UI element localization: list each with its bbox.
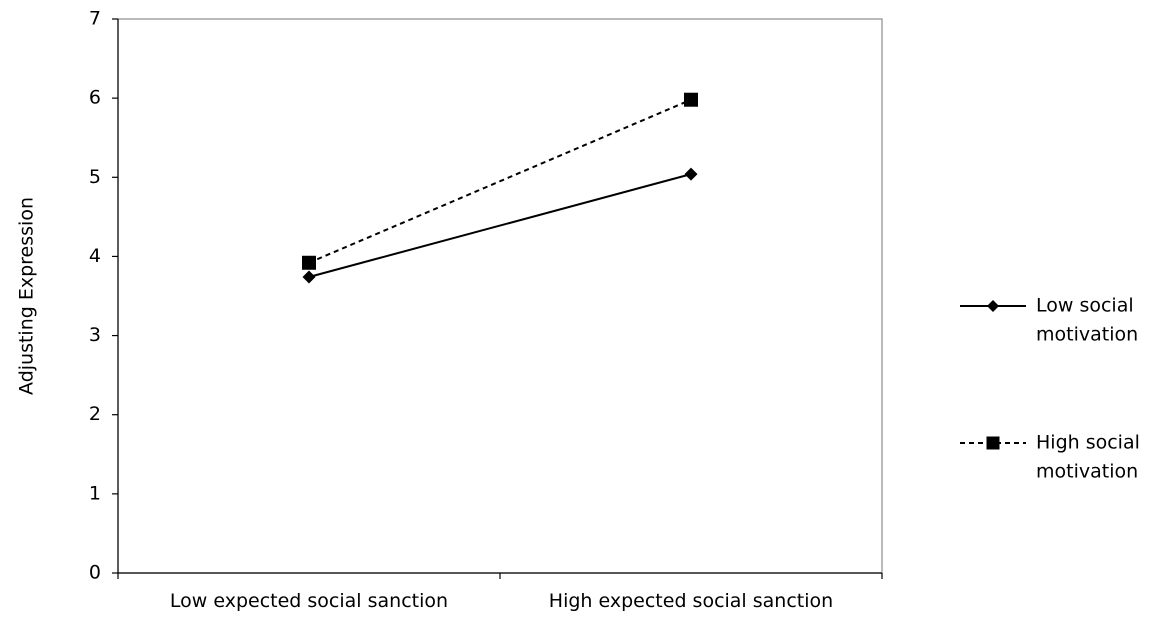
data-point-diamond-marker	[684, 167, 698, 181]
y-axis-title: Adjusting Expression	[16, 197, 38, 395]
legend-item: Low social motivation	[960, 295, 1138, 346]
legend-label: High social	[1036, 432, 1140, 454]
y-tick-label: 1	[89, 482, 101, 504]
data-point-square-marker	[302, 255, 316, 270]
data-point-diamond-marker	[302, 270, 316, 284]
data-point-square-marker	[684, 92, 698, 107]
legend-label: motivation	[1036, 324, 1138, 346]
y-tick-label: 3	[89, 324, 101, 346]
x-category-label: High expected social sanction	[549, 590, 833, 612]
y-tick-label: 2	[89, 403, 101, 425]
legend-diamond-icon	[987, 300, 999, 312]
x-category-label: Low expected social sanction	[170, 590, 448, 612]
y-tick-label: 6	[89, 87, 101, 109]
plot-area-frame	[117, 18, 883, 574]
legend: Low social motivation High social motivatio…	[960, 295, 1140, 483]
x-axis-ticks: Low expected social sanction High expecte…	[117, 573, 883, 612]
y-tick-label: 4	[89, 245, 101, 267]
legend-label: Low social	[1036, 295, 1134, 317]
y-tick-label: 5	[89, 166, 101, 188]
series-layer	[302, 92, 698, 284]
legend-square-icon	[986, 436, 1000, 450]
series-line-0	[308, 173, 692, 278]
y-axis-ticks: 0 1 2 3 4 5 6 7	[89, 8, 118, 584]
y-tick-label: 7	[89, 8, 101, 30]
legend-label: motivation	[1036, 461, 1138, 483]
y-tick-label: 0	[89, 562, 101, 584]
legend-item: High social motivation	[960, 432, 1140, 483]
series-line-1	[308, 98, 692, 264]
